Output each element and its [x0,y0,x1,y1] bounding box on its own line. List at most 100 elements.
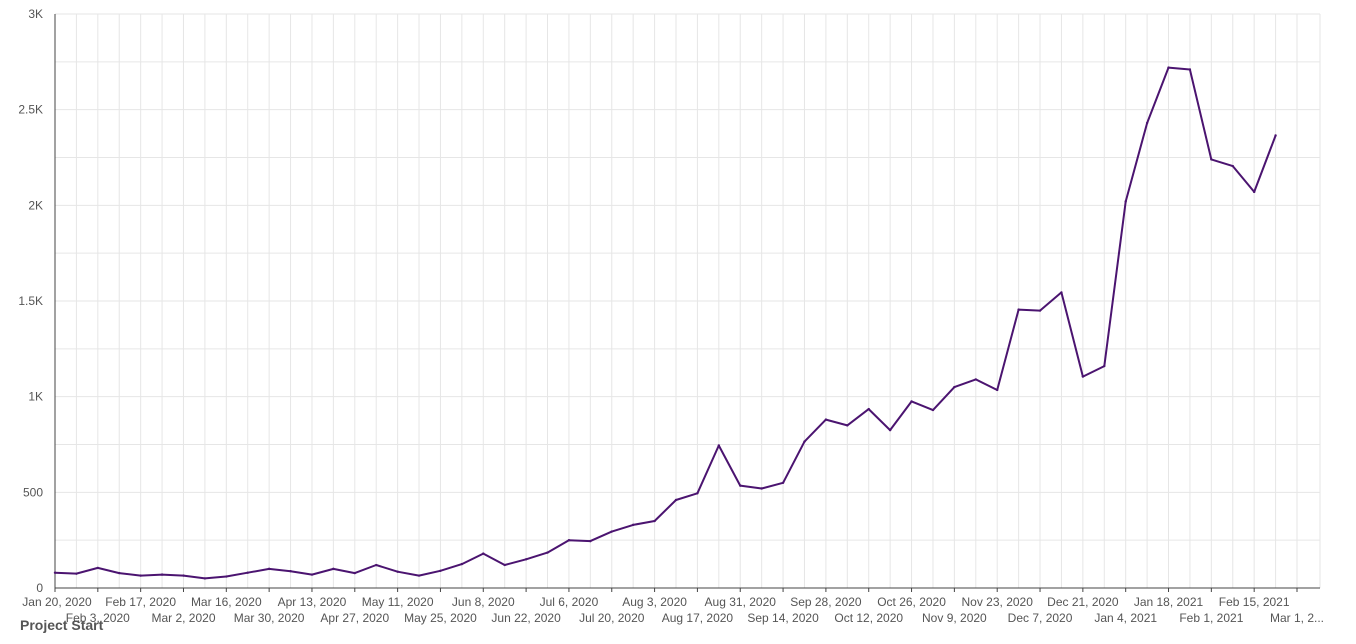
data-point [1124,200,1127,203]
data-point [674,498,678,502]
x-tick-label: May 11, 2020 [362,595,434,609]
data-point [1167,66,1170,69]
x-tick-label: Mar 1, 2... [1270,611,1324,625]
data-point [739,484,742,487]
data-point [910,400,913,403]
x-tick-label: Feb 3, 2020 [66,611,130,625]
data-point [225,575,228,578]
data-point [1017,308,1020,311]
data-point [567,538,571,542]
data-point [503,563,506,567]
x-tick-label: Sep 28, 2020 [790,595,862,609]
grid [55,13,1321,588]
y-tick-label: 0 [36,581,43,595]
y-tick-label: 1.5K [18,294,43,308]
x-tick-label: Jul 20, 2020 [579,611,645,625]
x-tick-label: Nov 23, 2020 [962,595,1034,609]
x-tick-label: Mar 30, 2020 [234,611,305,625]
data-point [803,440,806,443]
x-tick-label: Dec 7, 2020 [1008,611,1073,625]
data-point [888,428,892,432]
x-tick-label: Nov 9, 2020 [922,611,987,625]
data-point [717,444,721,447]
data-point [332,567,335,571]
y-tick-label: 2K [28,198,43,212]
data-point [439,569,442,572]
data-point [524,558,528,561]
x-tick-label: Feb 1, 2021 [1179,611,1243,625]
x-tick-label: Feb 15, 2021 [1219,595,1290,609]
data-point [75,572,78,575]
axes [54,14,1320,589]
data-point [1103,364,1106,368]
data-point [546,551,549,554]
x-tick-label: Oct 12, 2020 [834,611,903,625]
data-point [1210,158,1213,161]
data-point [1145,121,1149,125]
x-tick-label: Mar 2, 2020 [151,611,215,625]
series-line [54,66,1277,580]
data-point [953,385,956,389]
data-point [696,492,699,495]
data-point [96,566,100,570]
data-point [375,563,378,567]
x-tick-label: Oct 26, 2020 [877,595,946,609]
data-point [1252,190,1256,194]
data-point [1188,68,1192,71]
data-point [1038,309,1042,312]
x-tick-label: Jun 8, 2020 [452,595,515,609]
data-point [824,418,828,421]
data-point [160,573,164,576]
data-point [267,567,271,571]
data-point [974,378,977,381]
data-point [631,523,635,527]
data-point [139,574,142,577]
data-point [182,574,185,577]
x-axis-ticks: Jan 20, 2020 Feb 3, 2020 Feb 17, 2020 Mar 2… [22,588,1324,625]
y-tick-label: 1K [28,390,43,404]
x-tick-label: Sep 14, 2020 [747,611,819,625]
data-point [931,408,935,412]
data-point [1274,134,1277,137]
data-point [289,569,292,573]
data-point [118,571,121,575]
x-tick-label: Apr 13, 2020 [278,595,347,609]
data-point [417,574,421,577]
x-tick-label: Aug 17, 2020 [662,611,734,625]
x-tick-label: Apr 27, 2020 [320,611,389,625]
data-point [53,571,57,574]
data-point [203,577,207,580]
data-point [1231,164,1234,168]
series-layer [53,66,1277,580]
data-point [310,573,314,576]
data-point [610,530,613,533]
y-tick-label: 2.5K [18,103,43,117]
x-tick-label: Dec 21, 2020 [1047,595,1119,609]
x-tick-label: Jan 18, 2021 [1134,595,1204,609]
x-tick-label: Jun 22, 2020 [491,611,561,625]
data-point [653,519,656,523]
x-tick-label: Aug 31, 2020 [705,595,777,609]
data-point [760,487,763,490]
data-point [482,552,485,555]
x-tick-label: Feb 17, 2020 [105,595,176,609]
data-point [1060,291,1063,294]
x-tick-label: May 25, 2020 [404,611,477,625]
x-tick-label: Mar 16, 2020 [191,595,262,609]
data-point [846,424,849,427]
x-tick-label: Jul 6, 2020 [540,595,599,609]
data-point [867,407,870,411]
x-axis-label: Project Start [20,617,104,633]
data-point [1081,375,1085,378]
y-tick-label: 3K [28,7,43,21]
y-axis-ticks: 0 500 1K 1.5K 2K 2.5K 3K [18,7,43,595]
x-tick-label: Aug 3, 2020 [622,595,687,609]
data-point [460,562,464,566]
data-point [589,539,592,543]
data-point [781,481,785,484]
data-point [396,570,399,573]
data-point [246,571,249,574]
y-tick-label: 500 [23,485,43,499]
x-tick-label: Jan 4, 2021 [1094,611,1157,625]
